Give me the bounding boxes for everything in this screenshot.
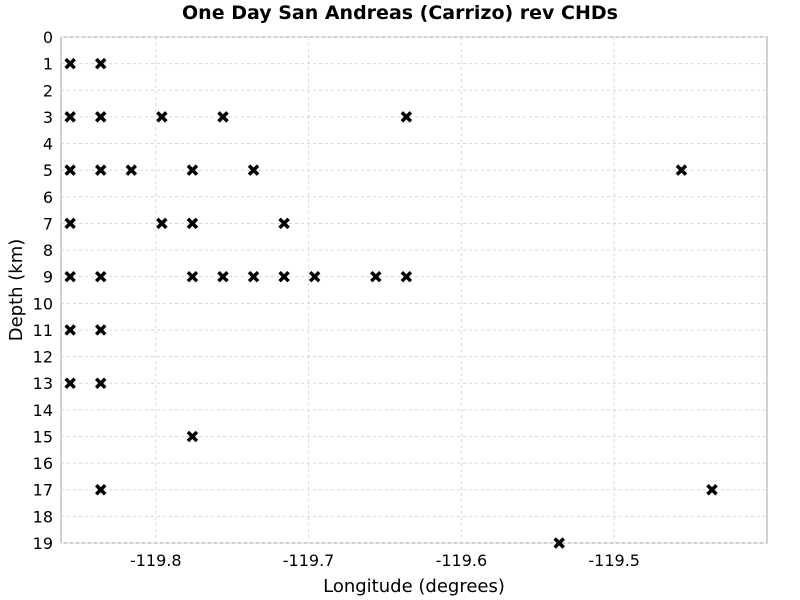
data-point: [400, 270, 413, 283]
y-tick-label: 18: [33, 507, 53, 526]
x-axis-ticks: -119.8 -119.7 -119.6 -119.5: [130, 551, 640, 570]
data-point: [217, 270, 229, 283]
y-tick-label: 1: [43, 55, 53, 74]
y-tick-label: 6: [43, 188, 53, 207]
y-tick-label: 15: [33, 427, 53, 446]
data-point: [156, 111, 168, 123]
data-point: [94, 377, 107, 389]
y-tick-label: 17: [33, 481, 53, 500]
y-tick-label: 8: [43, 241, 53, 260]
data-point: [553, 537, 565, 549]
y-tick-label: 5: [43, 161, 53, 180]
y-tick-label: 16: [33, 454, 53, 473]
x-tick-label: -119.7: [283, 551, 335, 570]
data-point: [186, 270, 199, 283]
data-point: [217, 111, 229, 123]
y-tick-label: 14: [33, 401, 53, 420]
y-tick-label: 4: [43, 135, 53, 154]
data-point: [278, 217, 290, 230]
y-tick-label: 2: [43, 81, 53, 100]
chart-title: One Day San Andreas (Carrizo) rev CHDs: [182, 2, 618, 24]
data-point: [125, 164, 138, 176]
data-point: [64, 324, 76, 336]
data-point: [308, 270, 321, 283]
y-tick-label: 19: [33, 534, 53, 553]
plot-area: [60, 36, 768, 544]
y-tick-label: 11: [33, 321, 53, 340]
data-point: [64, 57, 76, 70]
data-point: [400, 111, 413, 123]
y-tick-label: 12: [33, 348, 53, 367]
x-tick-label: -119.5: [588, 551, 640, 570]
y-tick-label: 0: [43, 28, 53, 47]
data-point: [186, 164, 199, 176]
data-point: [186, 217, 199, 230]
data-point: [186, 430, 199, 443]
y-tick-label: 9: [43, 268, 53, 287]
data-point: [156, 217, 168, 230]
x-tick-label: -119.8: [130, 551, 182, 570]
data-point: [94, 270, 107, 283]
y-axis-label: Depth (km): [6, 239, 27, 342]
data-point: [247, 270, 260, 283]
data-point: [94, 164, 107, 176]
data-point: [675, 164, 688, 176]
y-tick-label: 7: [43, 214, 53, 233]
data-point: [247, 164, 260, 176]
data-point: [94, 111, 107, 123]
data-point: [706, 483, 718, 496]
y-tick-label: 3: [43, 108, 53, 127]
data-point: [64, 164, 76, 176]
data-point: [64, 270, 76, 283]
data-point: [64, 377, 76, 389]
data-point: [94, 483, 107, 496]
y-tick-label: 13: [33, 374, 53, 393]
data-point: [64, 217, 76, 230]
data-point: [370, 270, 382, 283]
data-point: [94, 57, 107, 70]
data-point: [64, 111, 76, 123]
x-axis-label: Longitude (degrees): [323, 576, 505, 597]
y-tick-label: 10: [33, 294, 53, 313]
data-points: [64, 57, 718, 549]
x-tick-label: -119.6: [436, 551, 488, 570]
data-point: [94, 324, 107, 336]
data-point: [278, 270, 290, 283]
grid: [61, 36, 767, 544]
